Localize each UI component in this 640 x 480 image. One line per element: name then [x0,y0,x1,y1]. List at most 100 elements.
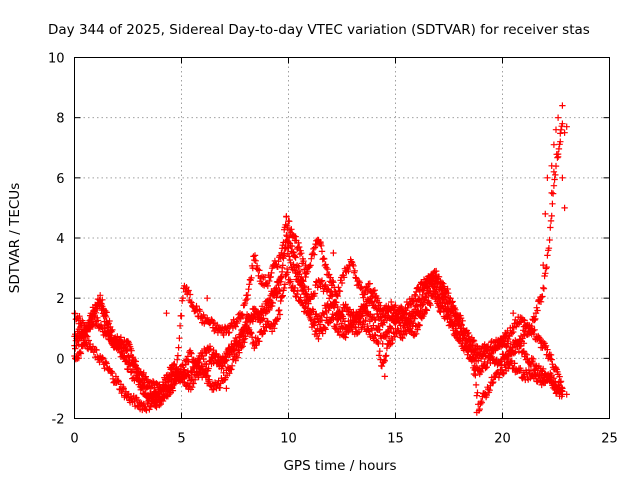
data-point [487,352,494,359]
data-point [256,267,263,274]
data-point [459,317,466,324]
data-point [557,378,565,385]
data-point [537,298,545,305]
data-point [350,262,357,270]
data-point [286,218,293,225]
data-point [292,233,299,240]
data-point [248,312,255,319]
data-point [551,176,558,183]
data-point [103,309,110,316]
data-point [251,256,258,264]
data-point [131,369,139,377]
data-point [251,252,259,259]
data-point [196,358,203,366]
data-point [438,279,446,286]
data-point [441,293,448,300]
x-tick-label: 5 [177,432,185,447]
data-point [258,316,266,323]
data-point [134,365,142,373]
data-point [118,348,125,355]
data-point [264,282,271,290]
data-point [102,313,110,321]
data-point [226,323,234,330]
data-point [542,342,550,349]
data-point [247,329,254,336]
data-point [547,224,554,231]
data-point [540,285,548,292]
data-point [412,292,419,300]
data-point [472,358,480,365]
x-tick-label: 0 [70,432,78,447]
data-point [164,390,171,397]
data-point [299,277,306,284]
data-point [470,336,477,344]
data-point [160,384,167,391]
data-point [143,376,150,383]
data-point [181,367,188,374]
data-point [375,299,383,306]
data-point [317,240,324,248]
data-point [247,316,254,323]
data-point [228,362,236,369]
data-point [178,312,185,320]
data-point [544,174,551,181]
data-point [546,377,553,385]
data-point [127,352,135,359]
data-point [238,311,245,319]
data-point [280,255,287,262]
data-point [384,328,391,335]
data-point [109,369,116,377]
data-point [278,249,285,257]
data-point [413,330,420,337]
data-point [360,294,367,301]
data-point [450,305,458,312]
data-point [554,154,561,161]
data-point [408,301,415,309]
data-point [276,311,284,318]
data-point [370,287,377,295]
data-point [116,344,123,351]
data-point [548,162,555,169]
data-point [258,303,266,310]
data-point [92,309,100,316]
data-point [445,309,453,316]
data-point [185,358,192,365]
data-point [84,333,91,340]
data-point [469,356,476,363]
data-point [253,262,261,269]
data-point [191,376,199,383]
data-point [94,317,102,324]
data-point [107,327,115,334]
data-point [281,281,289,288]
data-point [258,331,266,338]
data-point [547,355,554,362]
data-point [399,335,406,342]
data-point [318,248,326,255]
data-point [510,328,517,336]
data-point [546,236,553,244]
data-point [336,288,344,295]
y-tick-label: 8 [56,112,64,127]
data-point [557,138,564,145]
data-point [519,349,526,356]
data-point [185,372,192,379]
data-point [368,298,375,306]
data-point [477,368,485,376]
data-point [540,284,547,291]
data-point [114,377,122,384]
data-point [305,300,312,307]
data-point [178,371,185,378]
data-point [311,244,319,251]
data-point [533,304,540,311]
data-point [103,330,110,337]
data-point [77,348,84,356]
data-point [438,291,445,299]
data-point [423,306,430,313]
data-point [214,321,221,329]
x-tick-label: 25 [601,432,618,447]
data-point [388,298,395,306]
data-point [388,340,396,347]
data-point [322,281,329,289]
data-point [206,376,213,383]
data-point [302,273,309,281]
